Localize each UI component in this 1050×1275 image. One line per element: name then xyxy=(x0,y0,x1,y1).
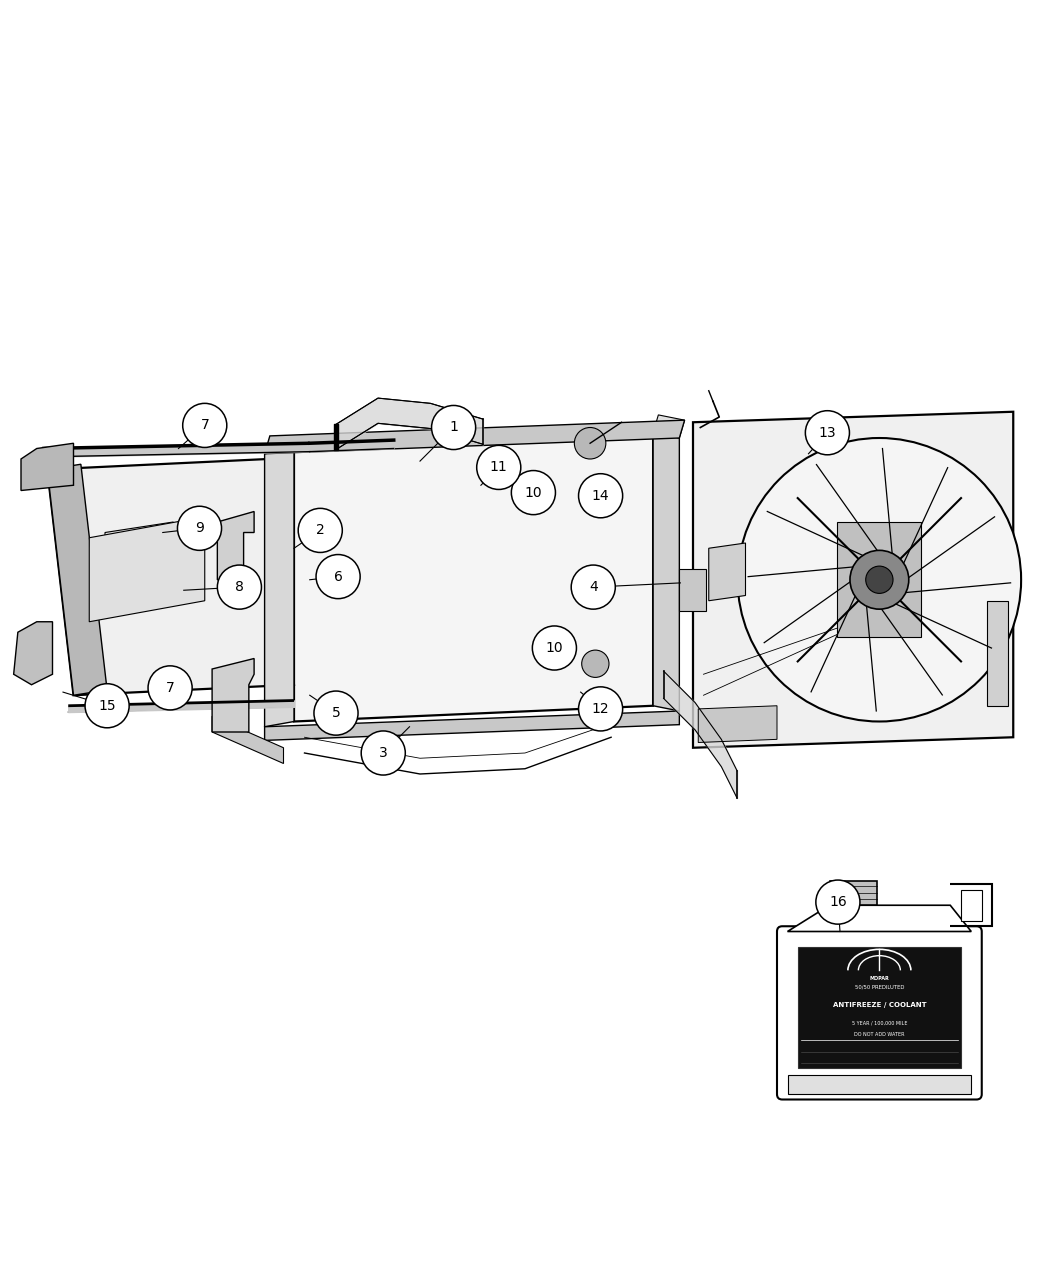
Circle shape xyxy=(816,880,860,924)
Text: 6: 6 xyxy=(334,570,342,584)
Circle shape xyxy=(477,445,521,490)
Polygon shape xyxy=(294,432,653,722)
Text: 5 YEAR / 100,000 MILE: 5 YEAR / 100,000 MILE xyxy=(852,1020,907,1025)
Circle shape xyxy=(805,411,849,455)
Polygon shape xyxy=(838,521,922,638)
Circle shape xyxy=(571,565,615,609)
FancyBboxPatch shape xyxy=(798,947,961,1068)
Text: 3: 3 xyxy=(379,746,387,760)
Text: 1: 1 xyxy=(449,421,458,435)
Polygon shape xyxy=(212,658,254,732)
Circle shape xyxy=(432,405,476,450)
FancyBboxPatch shape xyxy=(987,601,1008,706)
Text: 10: 10 xyxy=(525,486,542,500)
FancyBboxPatch shape xyxy=(788,1075,971,1094)
Text: 7: 7 xyxy=(201,418,209,432)
Polygon shape xyxy=(212,717,284,764)
FancyBboxPatch shape xyxy=(777,926,982,1099)
Polygon shape xyxy=(265,421,685,454)
Circle shape xyxy=(217,565,261,609)
Polygon shape xyxy=(679,569,706,611)
Circle shape xyxy=(85,683,129,728)
Text: MOPAR: MOPAR xyxy=(869,977,889,982)
Circle shape xyxy=(579,474,623,518)
Text: DO NOT ADD WATER: DO NOT ADD WATER xyxy=(854,1031,905,1037)
Polygon shape xyxy=(709,543,745,601)
Text: 5: 5 xyxy=(332,706,340,720)
Polygon shape xyxy=(788,905,971,932)
Polygon shape xyxy=(47,464,107,695)
Text: 10: 10 xyxy=(546,641,563,655)
Polygon shape xyxy=(653,414,685,439)
Polygon shape xyxy=(47,459,294,695)
Polygon shape xyxy=(265,449,294,727)
Circle shape xyxy=(511,470,555,515)
Text: 9: 9 xyxy=(195,521,204,536)
Polygon shape xyxy=(89,516,205,622)
Polygon shape xyxy=(105,521,173,606)
Circle shape xyxy=(183,403,227,448)
Circle shape xyxy=(850,551,909,609)
Polygon shape xyxy=(217,511,254,580)
Circle shape xyxy=(314,691,358,736)
Polygon shape xyxy=(961,890,982,921)
Text: 16: 16 xyxy=(830,895,846,909)
Circle shape xyxy=(298,509,342,552)
Text: 4: 4 xyxy=(589,580,597,594)
Polygon shape xyxy=(265,711,679,741)
Text: 2: 2 xyxy=(316,524,324,537)
Polygon shape xyxy=(653,432,679,711)
Polygon shape xyxy=(14,622,53,685)
Text: 13: 13 xyxy=(819,426,836,440)
Polygon shape xyxy=(21,444,74,491)
Polygon shape xyxy=(830,881,877,905)
Circle shape xyxy=(737,439,1021,722)
Text: 50/50 PREDILUTED: 50/50 PREDILUTED xyxy=(855,984,904,989)
Text: 11: 11 xyxy=(490,460,507,474)
Circle shape xyxy=(177,506,222,551)
Text: 8: 8 xyxy=(235,580,244,594)
Circle shape xyxy=(865,566,892,593)
Circle shape xyxy=(574,427,606,459)
Text: ANTIFREEZE / COOLANT: ANTIFREEZE / COOLANT xyxy=(833,1002,926,1009)
Circle shape xyxy=(579,687,623,731)
Circle shape xyxy=(361,731,405,775)
Circle shape xyxy=(148,666,192,710)
Text: 14: 14 xyxy=(592,488,609,502)
Circle shape xyxy=(532,626,576,671)
Text: 7: 7 xyxy=(166,681,174,695)
Circle shape xyxy=(582,650,609,677)
Text: 12: 12 xyxy=(592,703,609,715)
Polygon shape xyxy=(693,412,1013,747)
Circle shape xyxy=(316,555,360,599)
Polygon shape xyxy=(698,706,777,742)
Text: 15: 15 xyxy=(99,699,116,713)
